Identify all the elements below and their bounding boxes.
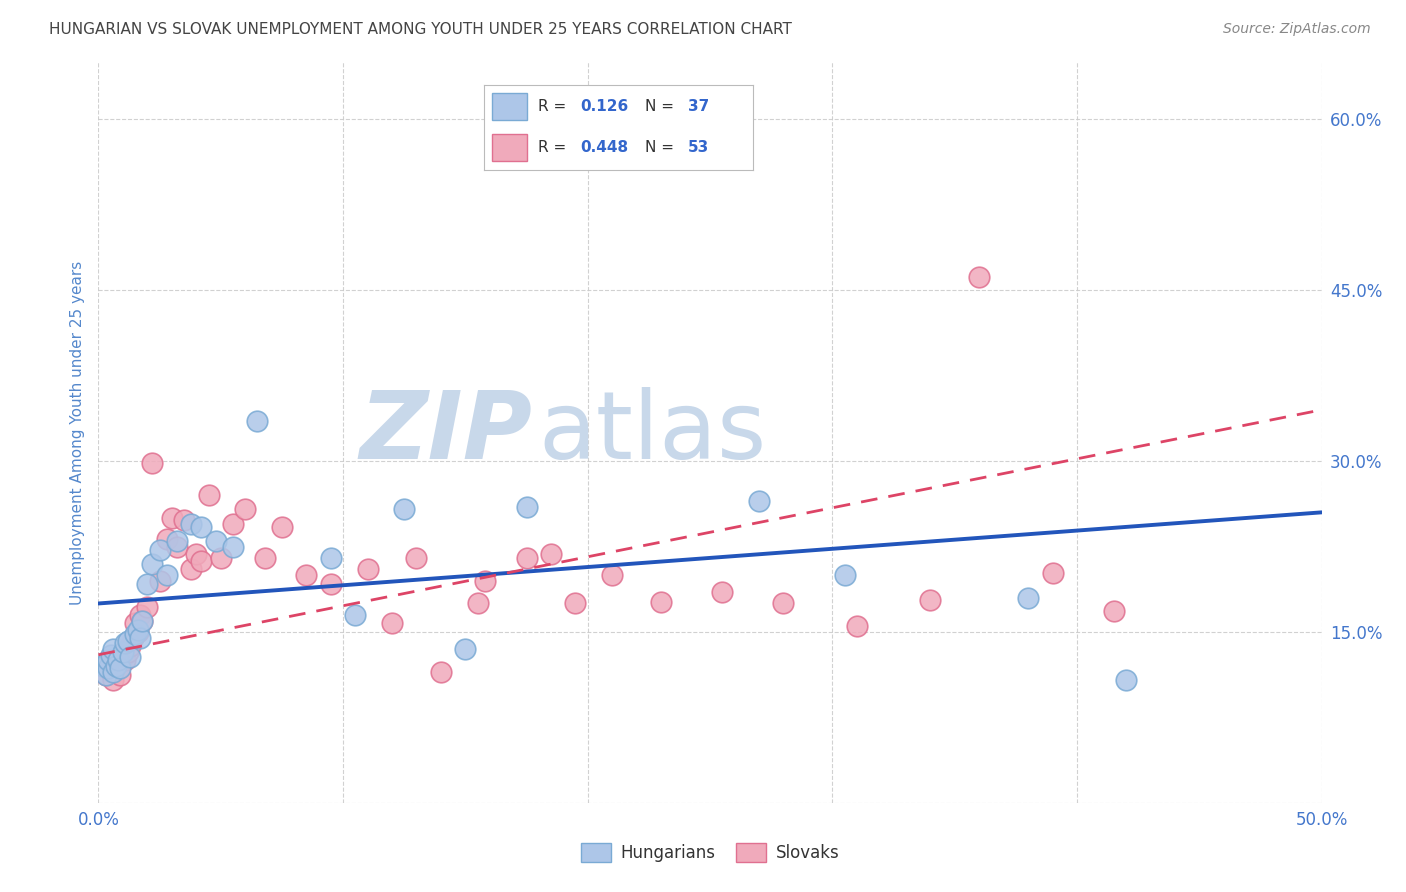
Point xyxy=(131,614,153,628)
Point xyxy=(564,597,586,611)
Point xyxy=(515,500,537,514)
Point xyxy=(246,414,269,428)
Point xyxy=(233,502,256,516)
Point xyxy=(295,568,318,582)
Point xyxy=(430,665,453,679)
Point xyxy=(1115,673,1137,687)
Point xyxy=(711,585,734,599)
Point xyxy=(97,661,120,675)
Point xyxy=(117,645,139,659)
Point xyxy=(131,614,153,628)
Y-axis label: Unemployment Among Youth under 25 years: Unemployment Among Youth under 25 years xyxy=(69,260,84,605)
Point xyxy=(97,653,120,667)
Point xyxy=(270,520,294,534)
Point xyxy=(117,634,139,648)
Point xyxy=(91,659,114,673)
Point xyxy=(104,657,127,671)
Point xyxy=(94,668,117,682)
Point xyxy=(772,597,794,611)
Point xyxy=(97,661,120,675)
Point xyxy=(107,661,129,675)
Point xyxy=(114,636,136,650)
Point xyxy=(129,607,152,622)
Point xyxy=(136,599,159,614)
Point xyxy=(319,577,342,591)
Point xyxy=(748,494,770,508)
Point xyxy=(110,668,132,682)
Point xyxy=(100,665,122,679)
Point xyxy=(149,574,172,588)
Point xyxy=(392,502,416,516)
Point xyxy=(91,659,114,673)
Point xyxy=(920,593,942,607)
Point xyxy=(1042,566,1064,580)
Point xyxy=(209,550,232,565)
Point xyxy=(101,642,124,657)
Point xyxy=(467,597,489,611)
Point xyxy=(1102,604,1125,618)
Point xyxy=(190,520,212,534)
Point xyxy=(101,673,124,687)
Point xyxy=(319,550,342,565)
Point xyxy=(381,615,404,630)
Point xyxy=(166,533,188,548)
Point xyxy=(141,456,163,470)
Point xyxy=(100,648,122,662)
Point xyxy=(197,488,219,502)
Point xyxy=(124,627,146,641)
Text: Source: ZipAtlas.com: Source: ZipAtlas.com xyxy=(1223,22,1371,37)
Point xyxy=(356,562,378,576)
Text: HUNGARIAN VS SLOVAK UNEMPLOYMENT AMONG YOUTH UNDER 25 YEARS CORRELATION CHART: HUNGARIAN VS SLOVAK UNEMPLOYMENT AMONG Y… xyxy=(49,22,792,37)
Point xyxy=(650,595,672,609)
Point xyxy=(149,543,172,558)
Point xyxy=(107,653,129,667)
Point xyxy=(114,653,136,667)
Point xyxy=(180,562,202,576)
Point xyxy=(405,550,427,565)
Point xyxy=(474,574,496,588)
Point xyxy=(110,661,132,675)
Point xyxy=(600,568,623,582)
Point xyxy=(515,550,537,565)
Point xyxy=(222,540,245,554)
Point xyxy=(129,631,152,645)
Point xyxy=(136,577,159,591)
Point xyxy=(166,540,188,554)
Point xyxy=(121,631,143,645)
Point xyxy=(205,533,228,548)
Point xyxy=(111,650,134,665)
Point xyxy=(834,568,856,582)
Point xyxy=(186,548,208,562)
Point xyxy=(845,619,868,633)
Point xyxy=(967,269,990,284)
Point xyxy=(156,532,179,546)
Point xyxy=(101,665,124,679)
Text: ZIP: ZIP xyxy=(360,386,533,479)
Point xyxy=(1017,591,1039,605)
Point xyxy=(180,516,202,531)
Point xyxy=(111,645,134,659)
Point xyxy=(141,557,163,571)
Point xyxy=(344,607,367,622)
Point xyxy=(127,624,149,639)
Point xyxy=(173,513,195,527)
Point xyxy=(124,615,146,630)
Point xyxy=(540,548,562,562)
Point xyxy=(104,659,127,673)
Point xyxy=(127,623,149,637)
Point xyxy=(156,568,179,582)
Point xyxy=(160,511,183,525)
Legend: Hungarians, Slovaks: Hungarians, Slovaks xyxy=(574,836,846,869)
Point xyxy=(94,668,117,682)
Point xyxy=(120,650,142,665)
Point xyxy=(222,516,245,531)
Point xyxy=(120,639,142,653)
Text: atlas: atlas xyxy=(538,386,768,479)
Point xyxy=(190,554,212,568)
Point xyxy=(454,642,477,657)
Point xyxy=(253,550,276,565)
